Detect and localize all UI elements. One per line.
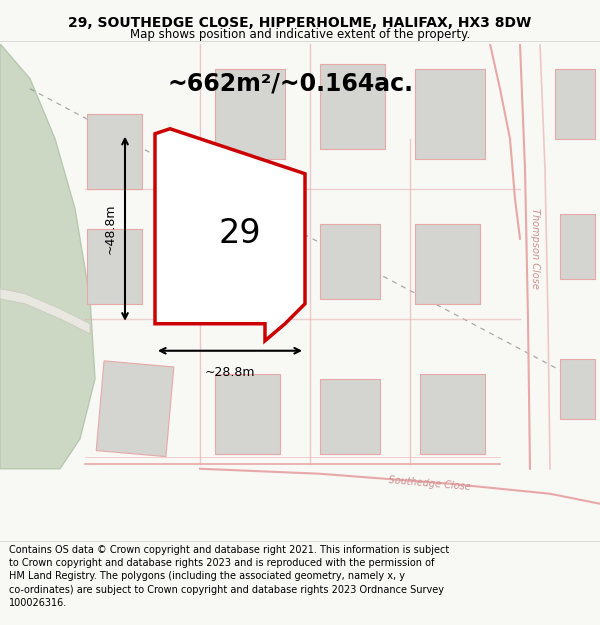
Polygon shape [320, 379, 380, 454]
Text: 29, SOUTHEDGE CLOSE, HIPPERHOLME, HALIFAX, HX3 8DW: 29, SOUTHEDGE CLOSE, HIPPERHOLME, HALIFA… [68, 16, 532, 29]
Text: Southedge Close: Southedge Close [388, 475, 472, 492]
Polygon shape [420, 374, 485, 454]
Polygon shape [415, 224, 480, 304]
Text: 29: 29 [218, 217, 262, 250]
Polygon shape [560, 214, 595, 279]
Polygon shape [155, 129, 305, 341]
Polygon shape [96, 361, 174, 457]
Polygon shape [87, 114, 142, 189]
Text: ~662m²/~0.164ac.: ~662m²/~0.164ac. [168, 72, 414, 96]
Polygon shape [215, 374, 280, 454]
Polygon shape [560, 359, 595, 419]
Polygon shape [320, 224, 380, 299]
Polygon shape [87, 229, 142, 304]
Polygon shape [320, 64, 385, 149]
Polygon shape [0, 44, 95, 469]
Text: ~48.8m: ~48.8m [104, 204, 117, 254]
Text: Thompson Close: Thompson Close [530, 208, 540, 289]
Text: Map shows position and indicative extent of the property.: Map shows position and indicative extent… [130, 28, 470, 41]
Text: Contains OS data © Crown copyright and database right 2021. This information is : Contains OS data © Crown copyright and d… [9, 545, 449, 608]
Polygon shape [215, 224, 280, 304]
Text: ~28.8m: ~28.8m [205, 366, 255, 379]
Polygon shape [555, 69, 595, 139]
Polygon shape [215, 69, 285, 159]
Polygon shape [415, 69, 485, 159]
Polygon shape [0, 289, 90, 334]
